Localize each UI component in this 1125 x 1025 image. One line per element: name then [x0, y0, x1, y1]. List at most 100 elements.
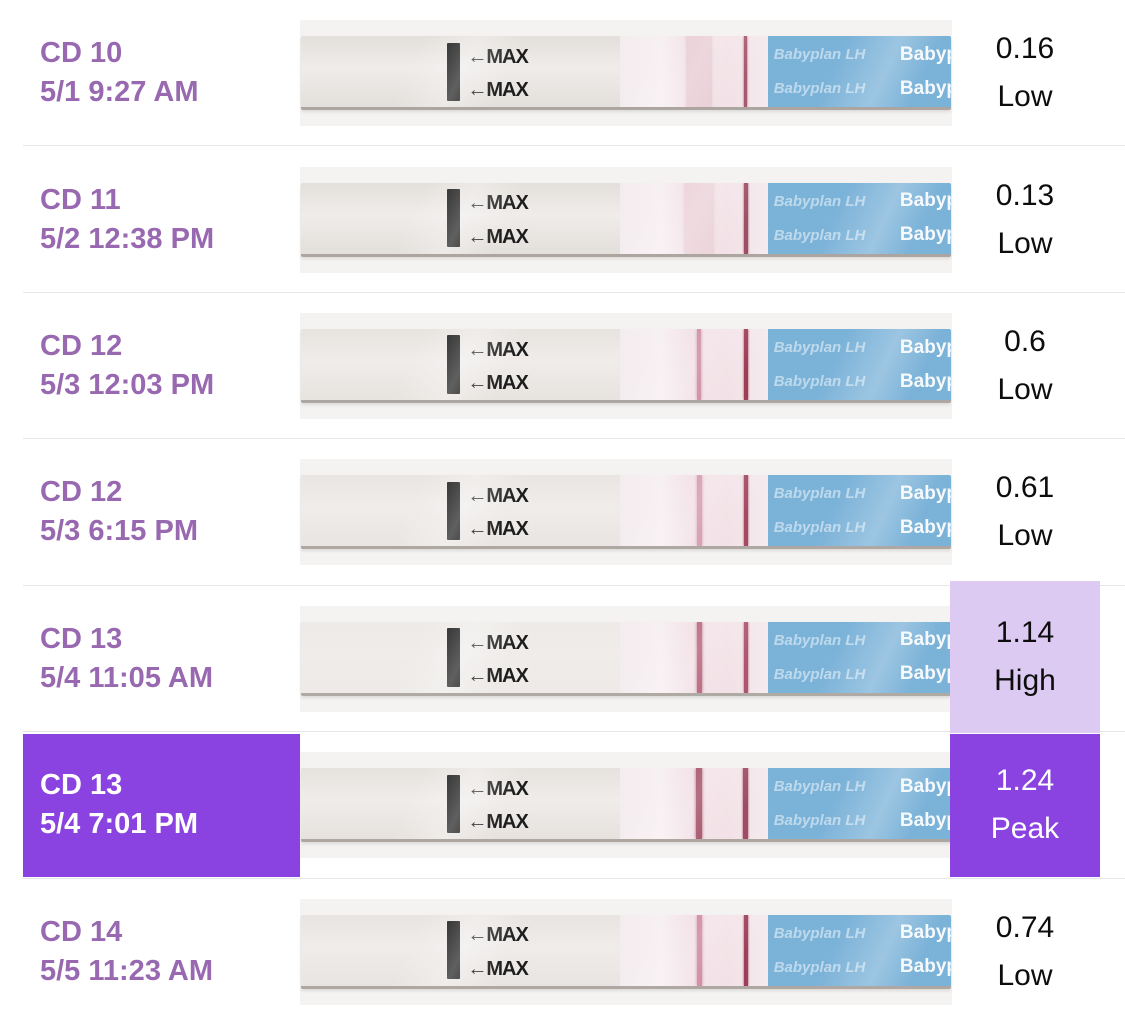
brand-watermark-text: Babyplan LH: [773, 958, 866, 976]
strip-handle: Babyplan LH Babyp Babyplan LH Babyp: [767, 768, 951, 840]
test-strip-photo[interactable]: ←MAX ←MAX Babyplan LH Babyp Babyplan LH …: [300, 586, 952, 732]
lh-ratio-value: 0.6: [1004, 325, 1046, 359]
brand-edge-text: Babyp: [899, 370, 951, 392]
brand-edge-text: Babyp: [899, 663, 951, 685]
test-strip-photo[interactable]: ←MAX ←MAX Babyplan LH Babyp Babyplan LH …: [300, 293, 952, 439]
test-strip-photo[interactable]: ←MAX ←MAX Babyplan LH Babyp Babyplan LH …: [300, 879, 952, 1025]
strip-handle: Babyplan LH Babyp Babyplan LH Babyp: [767, 621, 951, 693]
brand-edge-text: Babyp: [899, 922, 951, 944]
control-line: [743, 329, 748, 401]
test-result-row[interactable]: CD 11 5/2 12:38 PM ←MAX ←MAX Babyplan LH…: [0, 146, 1125, 293]
result-value-box: 1.24 Peak: [950, 734, 1100, 877]
control-line: [744, 36, 748, 108]
brand-watermark-text: Babyplan LH: [773, 339, 866, 357]
brand-edge-text: Babyp: [899, 482, 951, 504]
max-arrow-label: ←MAX: [467, 192, 528, 215]
result-value-box: 0.13 Low: [950, 146, 1100, 292]
lh-level-label: High: [994, 663, 1056, 697]
max-line-marker: [447, 774, 461, 833]
cycle-day-cell: CD 13 5/4 7:01 PM: [23, 734, 300, 877]
lh-test-strip: ←MAX ←MAX Babyplan LH Babyp Babyplan LH …: [301, 475, 951, 550]
max-arrow-label: ←MAX: [467, 811, 528, 834]
lh-test-strip: ←MAX ←MAX Babyplan LH Babyp Babyplan LH …: [301, 768, 951, 843]
result-value-box: 0.16 Low: [950, 0, 1100, 146]
max-line-marker: [447, 42, 461, 101]
max-arrow-label: ←MAX: [467, 664, 528, 687]
lh-ratio-value: 0.61: [995, 471, 1055, 505]
lh-level-label: Low: [997, 519, 1053, 553]
max-arrow-label: ←MAX: [467, 957, 528, 980]
max-line-marker: [447, 481, 461, 541]
row-divider: [23, 731, 1125, 733]
brand-edge-text: Babyp: [899, 516, 951, 538]
cycle-day-cell: CD 13 5/4 11:05 AM: [23, 588, 300, 730]
test-result-row[interactable]: CD 12 5/3 6:15 PM ←MAX ←MAX Babyplan LH …: [0, 439, 1125, 586]
lh-ratio-value: 1.24: [995, 764, 1055, 798]
test-line: [686, 36, 713, 108]
control-line: [743, 768, 749, 840]
strip-handle: Babyplan LH Babyp Babyplan LH Babyp: [767, 475, 951, 547]
photo-background: ←MAX ←MAX Babyplan LH Babyp Babyplan LH …: [300, 166, 952, 273]
result-value-box: 0.6 Low: [950, 293, 1100, 439]
result-value-box: 0.61 Low: [950, 439, 1100, 585]
brand-watermark-text: Babyplan LH: [773, 46, 866, 64]
lh-test-strip: ←MAX ←MAX Babyplan LH Babyp Babyplan LH …: [301, 914, 951, 989]
row-divider: [23, 877, 1125, 879]
max-arrow-label: ←MAX: [467, 372, 528, 395]
photo-background: ←MAX ←MAX Babyplan LH Babyp Babyplan LH …: [300, 752, 952, 859]
result-window: [619, 768, 768, 840]
test-strip-photo[interactable]: ←MAX ←MAX Babyplan LH Babyp Babyplan LH …: [300, 439, 952, 585]
test-result-row[interactable]: CD 14 5/5 11:23 AM ←MAX ←MAX Babyplan LH…: [0, 878, 1125, 1025]
photo-background: ←MAX ←MAX Babyplan LH Babyp Babyplan LH …: [300, 459, 952, 566]
cycle-day-cell: CD 12 5/3 6:15 PM: [23, 441, 300, 583]
test-result-row[interactable]: CD 13 5/4 11:05 AM ←MAX ←MAX Babyplan LH…: [0, 580, 1125, 734]
max-arrow-label: ←MAX: [467, 79, 528, 102]
max-arrow-label: ←MAX: [467, 45, 528, 68]
test-strip-photo[interactable]: ←MAX ←MAX Babyplan LH Babyp Babyplan LH …: [300, 0, 952, 146]
row-divider: [23, 438, 1125, 440]
test-line: [696, 621, 702, 693]
test-line: [684, 182, 715, 254]
max-line-marker: [447, 335, 461, 394]
brand-edge-text: Babyp: [899, 43, 951, 65]
test-result-row[interactable]: CD 10 5/1 9:27 AM ←MAX ←MAX Babyplan LH …: [0, 0, 1125, 147]
strip-handle: Babyplan LH Babyp Babyplan LH Babyp: [767, 914, 951, 986]
cycle-day-cell: CD 11 5/2 12:38 PM: [23, 148, 300, 290]
strip-handle: Babyplan LH Babyp Babyplan LH Babyp: [767, 329, 951, 401]
max-arrow-label: ←MAX: [467, 518, 528, 541]
brand-edge-text: Babyp: [899, 336, 951, 358]
lh-ratio-value: 1.14: [995, 615, 1055, 649]
cycle-day-label: CD 12: [40, 476, 123, 509]
lh-ratio-value: 0.13: [995, 178, 1055, 212]
max-line-marker: [447, 628, 461, 687]
max-arrow-label: ←MAX: [467, 924, 528, 947]
brand-edge-text: Babyp: [899, 775, 951, 797]
lh-test-strip: ←MAX ←MAX Babyplan LH Babyp Babyplan LH …: [301, 182, 951, 257]
strip-handle: Babyplan LH Babyp Babyplan LH Babyp: [767, 36, 951, 108]
cycle-day-cell: CD 12 5/3 12:03 PM: [23, 295, 300, 437]
test-result-row[interactable]: CD 12 5/3 12:03 PM ←MAX ←MAX Babyplan LH…: [0, 292, 1125, 440]
test-datetime-label: 5/4 11:05 AM: [40, 661, 214, 694]
test-result-row[interactable]: CD 13 5/4 7:01 PM ←MAX ←MAX Babyplan LH …: [0, 732, 1125, 879]
test-line: [696, 914, 702, 986]
brand-edge-text: Babyp: [899, 77, 951, 99]
row-divider: [23, 145, 1125, 147]
brand-watermark-text: Babyplan LH: [773, 192, 866, 210]
lh-test-strip: ←MAX ←MAX Babyplan LH Babyp Babyplan LH …: [301, 329, 951, 404]
result-window: [619, 914, 768, 986]
brand-watermark-text: Babyplan LH: [773, 485, 866, 503]
cycle-day-label: CD 13: [40, 622, 123, 655]
brand-watermark-text: Babyplan LH: [773, 373, 866, 391]
photo-background: ←MAX ←MAX Babyplan LH Babyp Babyplan LH …: [300, 313, 952, 420]
test-line: [696, 475, 702, 547]
lh-test-strip: ←MAX ←MAX Babyplan LH Babyp Babyplan LH …: [301, 621, 951, 696]
test-strip-photo[interactable]: ←MAX ←MAX Babyplan LH Babyp Babyplan LH …: [300, 732, 952, 878]
test-strip-photo[interactable]: ←MAX ←MAX Babyplan LH Babyp Babyplan LH …: [300, 146, 952, 292]
control-line: [743, 182, 748, 254]
cycle-day-label: CD 13: [40, 769, 123, 802]
lh-level-label: Low: [997, 958, 1053, 992]
brand-edge-text: Babyp: [899, 224, 951, 246]
strip-handle: Babyplan LH Babyp Babyplan LH Babyp: [767, 182, 951, 254]
max-arrow-label: ←MAX: [467, 631, 528, 654]
